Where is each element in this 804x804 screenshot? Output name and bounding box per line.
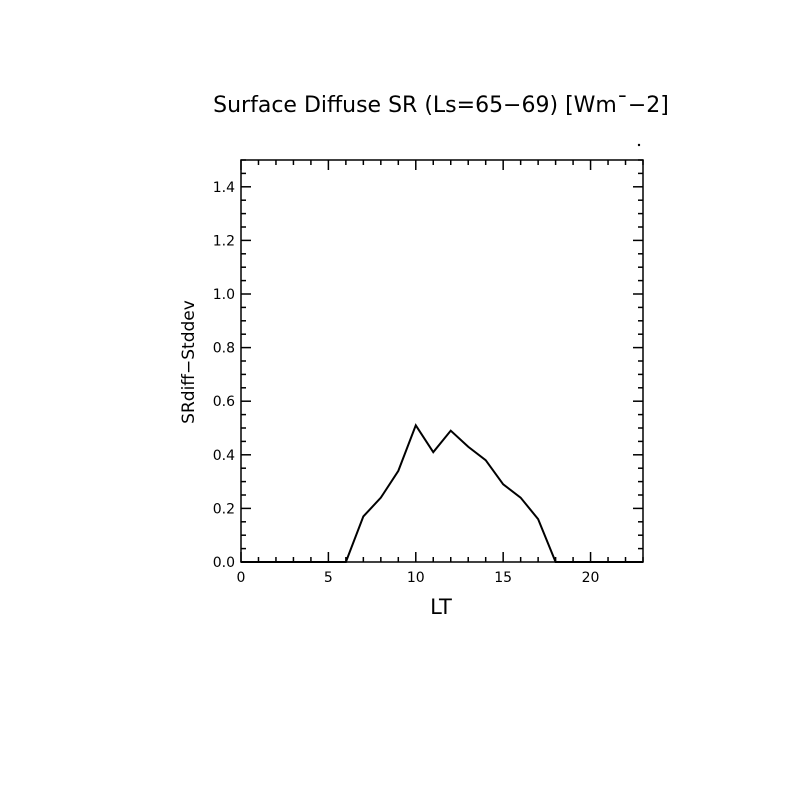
y-tick-label: 1.2 [213,233,235,249]
x-tick-label: 20 [582,570,600,586]
y-tick-label: 0.4 [213,448,235,464]
axis-ticks [240,159,644,563]
chart-title: Surface Diffuse SR (Ls=65−69) [Wm¯−2] [213,93,669,118]
x-tick-label: 0 [237,570,246,586]
plot-frame [240,159,644,563]
x-tick-labels: 0 5 10 15 20 [237,570,600,586]
y-axis-label: SRdiff−Stddev [179,300,199,424]
y-tick-label: 0.2 [213,501,235,517]
x-tick-label: 5 [324,570,333,586]
x-tick-label: 10 [407,570,425,586]
stray-dot [637,143,641,147]
x-tick-label: 15 [494,570,512,586]
y-tick-label: 0.0 [213,555,235,571]
y-tick-label: 1.4 [213,180,235,196]
y-tick-label: 0.6 [213,394,235,410]
data-line [241,423,643,563]
y-tick-labels: 0.0 0.2 0.4 0.6 0.8 1.0 1.2 1.4 [213,180,235,571]
y-tick-label: 1.0 [213,287,235,303]
y-tick-label: 0.8 [213,341,235,357]
x-axis-label: LT [430,595,452,619]
